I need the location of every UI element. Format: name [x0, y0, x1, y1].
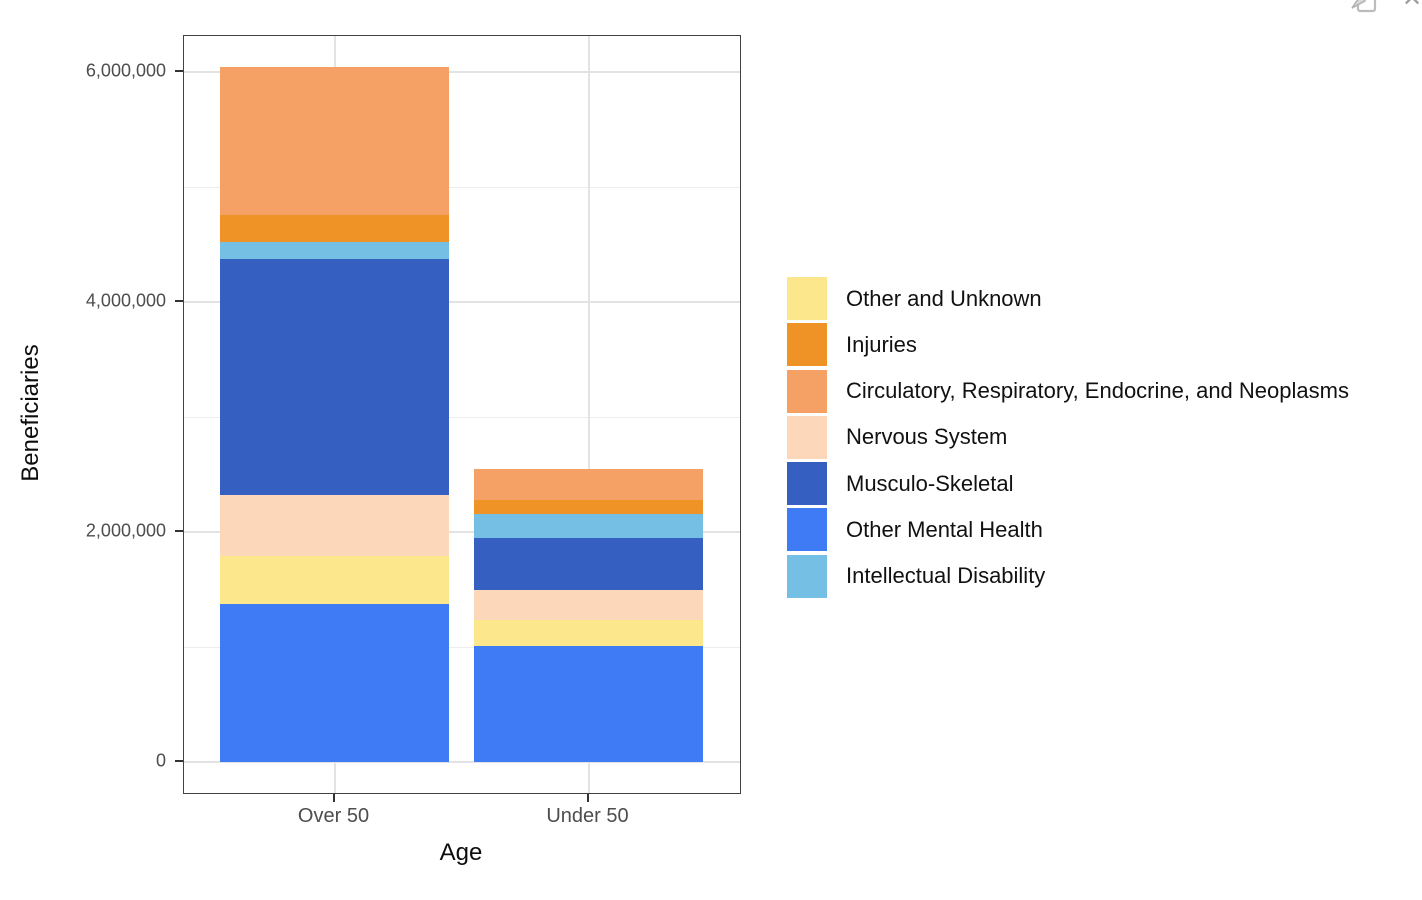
legend-item: Intellectual Disability: [787, 554, 1349, 598]
legend-swatch: [787, 415, 827, 459]
legend-label: Other Mental Health: [846, 516, 1043, 542]
legend-item: Other Mental Health: [787, 508, 1349, 552]
legend-swatch: [787, 554, 827, 598]
bar-segment: [474, 590, 703, 620]
y-axis-title: Beneficiaries: [17, 344, 44, 482]
bar-segment: [474, 469, 703, 501]
legend-label: Nervous System: [846, 424, 1008, 450]
legend-item: Other and Unknown: [787, 277, 1349, 320]
bar-segment: [474, 500, 703, 514]
gridline-minor-horizontal: [184, 646, 740, 648]
legend-swatch: [787, 277, 827, 320]
bar-segment: [474, 513, 703, 538]
legend-item: Circulatory, Respiratory, Endocrine, and…: [787, 369, 1349, 413]
x-axis-tick-label: Under 50: [546, 805, 629, 827]
legend-swatch: [787, 369, 827, 413]
export-plot-icon[interactable]: [1350, 0, 1378, 15]
gridline-major-horizontal: [184, 531, 740, 533]
y-axis-tick-label: 6,000,000: [85, 60, 166, 81]
y-axis-tick-label: 2,000,000: [85, 520, 166, 541]
close-icon[interactable]: ✕: [1402, 0, 1422, 11]
bar-segment: [474, 537, 703, 591]
legend-swatch: [787, 323, 827, 367]
legend-label: Circulatory, Respiratory, Endocrine, and…: [846, 378, 1349, 404]
x-axis-title: Age: [439, 839, 483, 866]
legend-item: Injuries: [787, 323, 1349, 367]
bar-segment: [220, 241, 449, 260]
legend-swatch: [787, 462, 827, 506]
bar-segment: [220, 214, 449, 242]
bar-segment: [220, 603, 449, 762]
gridline-major-vertical: [587, 36, 590, 793]
legend-label: Intellectual Disability: [846, 563, 1046, 589]
gridline-minor-horizontal: [184, 186, 740, 188]
x-axis-tick: [586, 793, 589, 802]
gridline-major-horizontal: [184, 301, 740, 303]
gridline-minor-horizontal: [184, 416, 740, 418]
bar-segment: [474, 619, 703, 646]
bar-segment: [220, 555, 449, 604]
y-axis-tick-label: 0: [155, 750, 166, 771]
legend-item: Musculo-Skeletal: [787, 462, 1349, 506]
legend-label: Musculo-Skeletal: [846, 470, 1014, 496]
gridline-major-horizontal: [184, 71, 740, 73]
legend-swatch: [787, 508, 827, 552]
x-axis-tick: [332, 793, 335, 802]
y-axis-tick: [175, 530, 183, 532]
x-axis-tick-label: Over 50: [297, 805, 370, 827]
legend: Other and Unknown Injuries Circulatory, Re…: [787, 277, 1349, 601]
y-axis-tick-label: 4,000,000: [85, 290, 166, 311]
bar-segment: [220, 259, 449, 495]
gridline-major-horizontal: [184, 761, 740, 763]
y-axis-tick: [175, 300, 183, 302]
legend-label: Injuries: [846, 331, 917, 357]
bar-segment: [474, 645, 703, 762]
y-axis-tick: [175, 70, 183, 72]
plot-panel: [183, 35, 741, 794]
bar-segment: [220, 66, 449, 215]
legend-item: Nervous System: [787, 415, 1349, 459]
y-axis-tick: [175, 760, 183, 762]
legend-label: Other and Unknown: [846, 285, 1042, 311]
bar-segment: [220, 494, 449, 556]
